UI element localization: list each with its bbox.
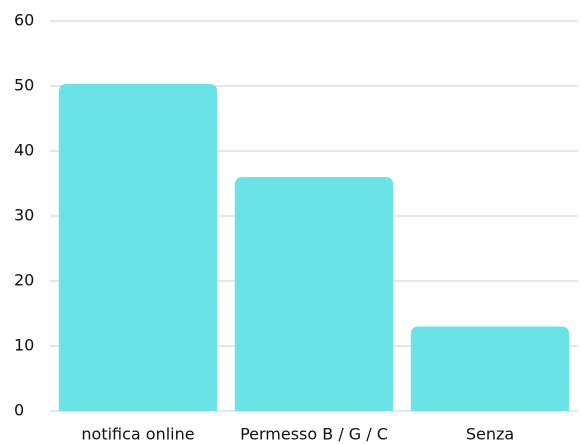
bar <box>234 177 394 411</box>
x-tick-label: Permesso B / G / C <box>240 425 388 444</box>
x-tick-label: notifica online <box>81 425 194 444</box>
bar <box>410 326 570 411</box>
y-tick-label: 10 <box>14 336 34 355</box>
y-tick-label: 20 <box>14 271 34 290</box>
x-tick-label: Senza <box>466 425 514 444</box>
y-tick-label: 40 <box>14 141 34 160</box>
y-tick-label: 0 <box>14 401 24 420</box>
y-tick-label: 50 <box>14 76 34 95</box>
bar <box>58 84 218 412</box>
y-tick-label: 30 <box>14 206 34 225</box>
y-tick-label: 60 <box>14 11 34 30</box>
